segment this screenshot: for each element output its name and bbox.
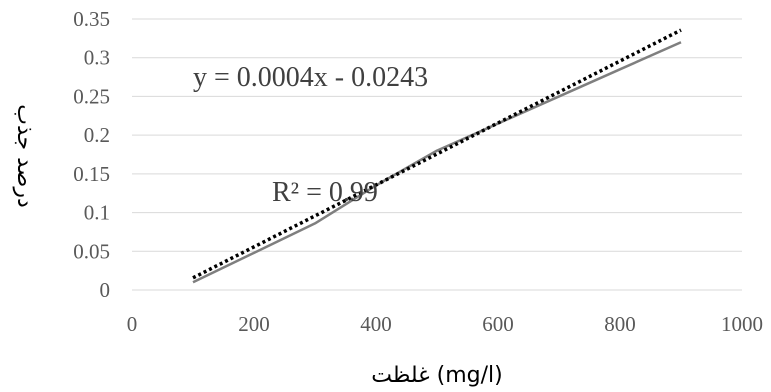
y-tick-label: 0.2	[84, 123, 110, 147]
y-tick-labels: 0 0.05 0.1 0.15 0.2 0.25 0.3 0.35	[73, 7, 110, 302]
x-axis-title: غلظت (mg/l)	[371, 363, 503, 388]
x-tick-label: 200	[238, 312, 270, 336]
y-tick-label: 0.35	[73, 7, 110, 31]
trendline-equation: y = 0.0004x - 0.0243	[193, 62, 428, 93]
y-tick-label: 0.25	[73, 84, 110, 108]
y-tick-label: 0.1	[84, 201, 110, 225]
y-tick-label: 0.05	[73, 239, 110, 263]
y-tick-label: 0	[100, 278, 111, 302]
x-tick-label: 1000	[721, 312, 763, 336]
r-squared-label: R² = 0.99	[272, 177, 378, 208]
trendline	[192, 28, 682, 280]
plot-area	[192, 28, 682, 284]
gridlines	[132, 18, 742, 291]
x-tick-label: 600	[482, 312, 514, 336]
y-tick-label: 0.3	[84, 46, 110, 70]
y-axis-title: درصد جذب	[12, 104, 37, 208]
x-tick-label: 800	[604, 312, 636, 336]
y-tick-label: 0.15	[73, 162, 110, 186]
series-line-0	[192, 41, 682, 284]
x-tick-label: 400	[360, 312, 392, 336]
x-tick-labels: 0 200 400 600 800 1000	[127, 312, 763, 336]
x-tick-label: 0	[127, 312, 138, 336]
